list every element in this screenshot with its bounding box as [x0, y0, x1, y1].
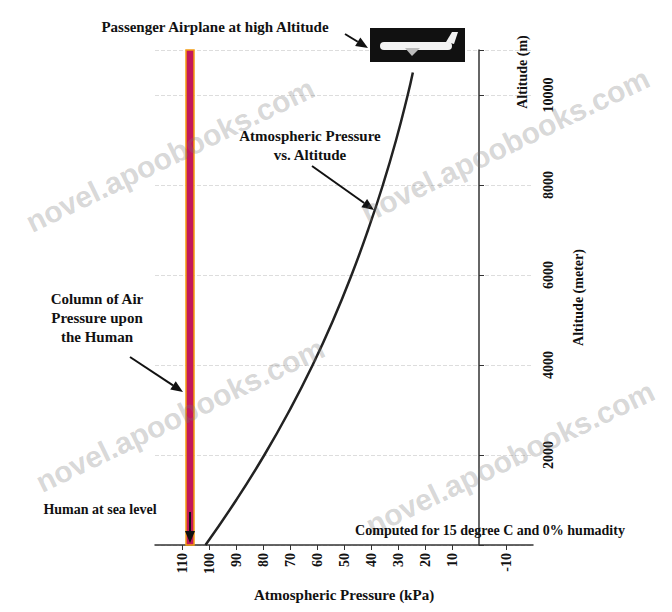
svg-text:novel.apoobooks.com: novel.apoobooks.com [355, 61, 654, 228]
svg-text:10: 10 [445, 553, 460, 567]
svg-text:6000: 6000 [541, 261, 556, 289]
svg-text:novel.apoobooks.com: novel.apoobooks.com [30, 331, 329, 498]
svg-text:4000: 4000 [541, 351, 556, 379]
svg-text:70: 70 [283, 553, 298, 567]
svg-text:-10: -10 [499, 553, 514, 572]
svg-text:Pressure upon: Pressure upon [51, 310, 143, 326]
svg-text:Computed for 15 degree C and 0: Computed for 15 degree C and 0% humadity [355, 523, 625, 538]
svg-text:90: 90 [229, 553, 244, 567]
svg-text:40: 40 [364, 553, 379, 567]
svg-text:Altitude (m): Altitude (m) [515, 35, 531, 109]
svg-text:60: 60 [310, 553, 325, 567]
svg-text:20: 20 [418, 553, 433, 567]
svg-text:novel.apoobooks.com: novel.apoobooks.com [20, 71, 320, 239]
svg-text:8000: 8000 [541, 171, 556, 199]
svg-text:Passenger Airplane at high Alt: Passenger Airplane at high Altitude [101, 19, 329, 35]
svg-text:10000: 10000 [540, 77, 556, 113]
svg-text:Atmospheric Pressure: Atmospheric Pressure [239, 128, 381, 144]
svg-text:Column of Air: Column of Air [51, 291, 144, 307]
svg-text:Altitude (meter): Altitude (meter) [571, 249, 587, 346]
svg-text:50: 50 [337, 553, 352, 567]
svg-text:30: 30 [391, 553, 406, 567]
svg-text:novel.apoobooks.com: novel.apoobooks.com [360, 374, 659, 541]
svg-text:Human at sea level: Human at sea level [43, 502, 156, 517]
svg-text:100: 100 [202, 553, 217, 574]
svg-text:110: 110 [175, 553, 190, 573]
svg-text:the Human: the Human [61, 329, 134, 345]
svg-text:80: 80 [256, 553, 271, 567]
svg-text:vs. Altitude: vs. Altitude [274, 147, 347, 163]
svg-text:Atmospheric Pressure (kPa): Atmospheric Pressure (kPa) [254, 587, 434, 604]
